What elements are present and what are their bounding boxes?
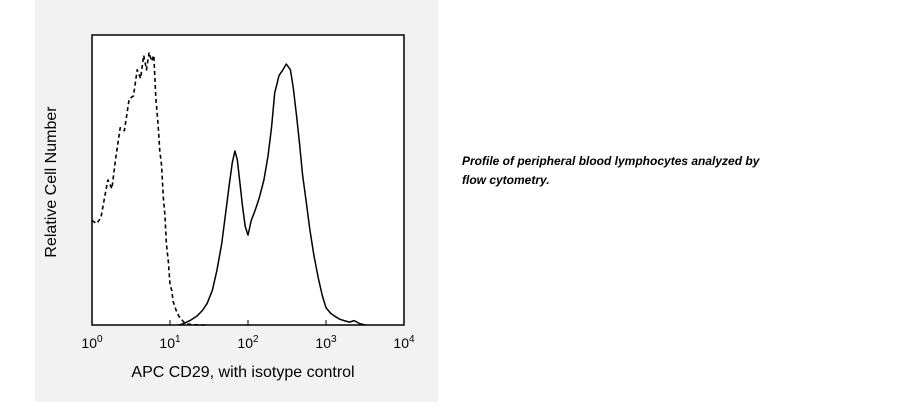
x-tick-label-exponent: 2 — [253, 334, 259, 345]
cd29-stained-curve — [178, 63, 366, 326]
x-tick-label: 104 — [393, 334, 415, 351]
x-tick-label: 103 — [315, 334, 337, 351]
plot-frame — [91, 34, 405, 326]
figure-caption: Profile of peripheral blood lymphocytes … — [462, 152, 822, 190]
x-tick-label: 100 — [81, 334, 103, 351]
x-tick-layer: 100 101 102 103 104 — [81, 320, 415, 351]
x-tick-label-exponent: 0 — [97, 334, 103, 345]
x-axis-label: APC CD29, with isotype control — [131, 364, 354, 381]
isotype-control-curve — [91, 51, 205, 326]
x-tick-label-base: 10 — [393, 335, 409, 351]
x-tick-label-base: 10 — [315, 335, 331, 351]
x-tick-label-exponent: 3 — [331, 334, 337, 345]
x-tick-label-exponent: 4 — [409, 334, 415, 345]
x-tick-label-base: 10 — [159, 335, 175, 351]
x-tick-label-exponent: 1 — [175, 334, 181, 345]
series-layer — [91, 51, 366, 326]
x-tick-label-base: 10 — [81, 335, 97, 351]
caption-line-1: Profile of peripheral blood lymphocytes … — [462, 154, 760, 168]
x-tick-label-base: 10 — [237, 335, 253, 351]
x-tick-label: 101 — [159, 334, 181, 351]
caption-line-2: flow cytometry. — [462, 173, 550, 187]
y-axis-label: Relative Cell Number — [43, 106, 60, 258]
x-tick-label: 102 — [237, 334, 259, 351]
